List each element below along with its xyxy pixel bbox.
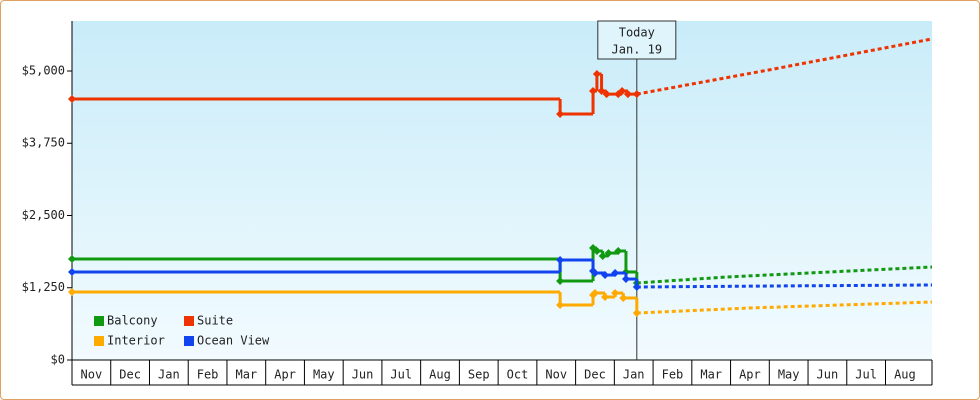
point xyxy=(614,246,623,255)
x-tick-label: Jan xyxy=(623,368,645,382)
legend-swatch xyxy=(184,316,194,326)
point xyxy=(602,90,611,99)
point xyxy=(632,90,641,99)
x-tick-label: Jul xyxy=(855,368,877,382)
x-tick-label: May xyxy=(778,368,800,382)
point xyxy=(632,282,641,291)
series xyxy=(68,37,933,119)
y-tick-label: $0 xyxy=(51,353,65,367)
legend-swatch xyxy=(94,316,104,326)
series xyxy=(68,288,933,318)
x-tick-label: Feb xyxy=(197,368,219,382)
point xyxy=(623,90,632,99)
legend-swatch xyxy=(94,336,104,346)
series xyxy=(68,256,933,291)
x-tick-label: Nov xyxy=(81,368,103,382)
point xyxy=(68,267,76,276)
y-tick-label: $5,000 xyxy=(22,63,65,77)
point xyxy=(619,293,628,302)
legend-label: Suite xyxy=(197,314,233,328)
point xyxy=(611,269,620,278)
today-label: Today xyxy=(619,26,655,40)
x-tick-label: May xyxy=(313,368,335,382)
point xyxy=(592,70,601,79)
point xyxy=(632,309,641,318)
x-tick-label: Apr xyxy=(274,368,296,382)
point xyxy=(621,275,630,284)
x-tick-label: Apr xyxy=(739,368,761,382)
x-tick-label: Aug xyxy=(894,368,916,382)
y-tick-label: $3,750 xyxy=(22,136,65,150)
point xyxy=(556,276,565,285)
x-tick-label: Feb xyxy=(662,368,684,382)
legend-label: Interior xyxy=(107,334,165,348)
x-tick-label: Aug xyxy=(429,368,451,382)
point xyxy=(589,86,598,95)
point xyxy=(556,256,565,265)
forecast-line xyxy=(636,265,933,285)
x-tick-label: Mar xyxy=(235,368,257,382)
y-tick-label: $2,500 xyxy=(22,208,65,222)
point xyxy=(601,271,610,280)
today-date: Jan. 19 xyxy=(612,43,663,57)
point xyxy=(590,269,599,278)
point xyxy=(618,86,627,95)
x-tick-label: Nov xyxy=(545,368,567,382)
point xyxy=(611,289,620,298)
point xyxy=(604,249,613,258)
x-tick-label: Jul xyxy=(390,368,412,382)
point xyxy=(68,288,76,297)
point xyxy=(597,86,606,95)
x-tick-label: Jun xyxy=(817,368,839,382)
today-box xyxy=(597,20,677,60)
point xyxy=(556,300,565,309)
legend-swatch xyxy=(184,336,194,346)
x-tick-label: Sep xyxy=(468,368,490,382)
forecast-line xyxy=(636,300,933,315)
point xyxy=(592,246,601,255)
legend-label: Ocean View xyxy=(197,334,270,348)
point xyxy=(68,95,76,104)
point xyxy=(68,255,76,264)
point xyxy=(590,289,599,298)
x-tick-label: Jun xyxy=(352,368,374,382)
forecast-line xyxy=(636,283,933,289)
forecast-line xyxy=(636,37,933,96)
x-tick-label: Oct xyxy=(507,368,529,382)
plot-background xyxy=(72,21,932,360)
x-tick-label: Dec xyxy=(119,368,141,382)
series xyxy=(68,243,933,288)
y-tick-label: $1,250 xyxy=(22,280,65,294)
x-tick-label: Mar xyxy=(700,368,722,382)
legend-label: Balcony xyxy=(107,314,158,328)
point xyxy=(556,110,565,119)
point xyxy=(601,292,610,301)
x-tick-label: Jan xyxy=(158,368,180,382)
x-tick-label: Dec xyxy=(584,368,606,382)
point xyxy=(598,251,607,260)
